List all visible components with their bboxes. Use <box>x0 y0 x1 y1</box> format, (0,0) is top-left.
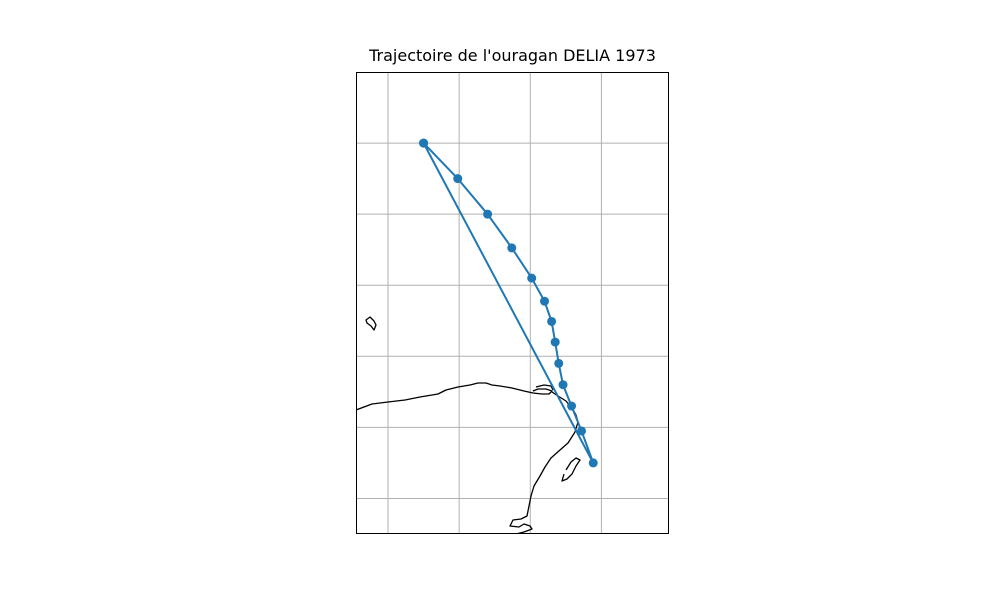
track-point <box>540 296 550 306</box>
track-point <box>547 316 557 326</box>
track-point <box>577 426 587 436</box>
coastline-bay <box>561 457 581 482</box>
track-point <box>567 401 577 411</box>
coastline <box>356 316 581 534</box>
track-line <box>422 142 595 464</box>
track-point <box>419 138 429 148</box>
coastline-gulf-lake <box>535 384 554 391</box>
coastline-gulf-main <box>356 382 553 411</box>
hurricane-track <box>419 138 598 468</box>
track-point <box>527 273 537 283</box>
track-point <box>453 174 463 184</box>
track-point <box>507 243 517 253</box>
map-title: Trajectoire de l'ouragan DELIA 1973 <box>369 46 656 65</box>
coastline-small-island <box>365 316 377 331</box>
map-frame <box>356 72 669 534</box>
track-point <box>558 380 568 390</box>
track-point <box>588 458 598 468</box>
track-point <box>550 337 560 347</box>
graticule <box>356 72 669 534</box>
track-point <box>554 358 564 368</box>
coastline-yucatan-east <box>509 421 579 534</box>
track-point <box>483 209 493 219</box>
